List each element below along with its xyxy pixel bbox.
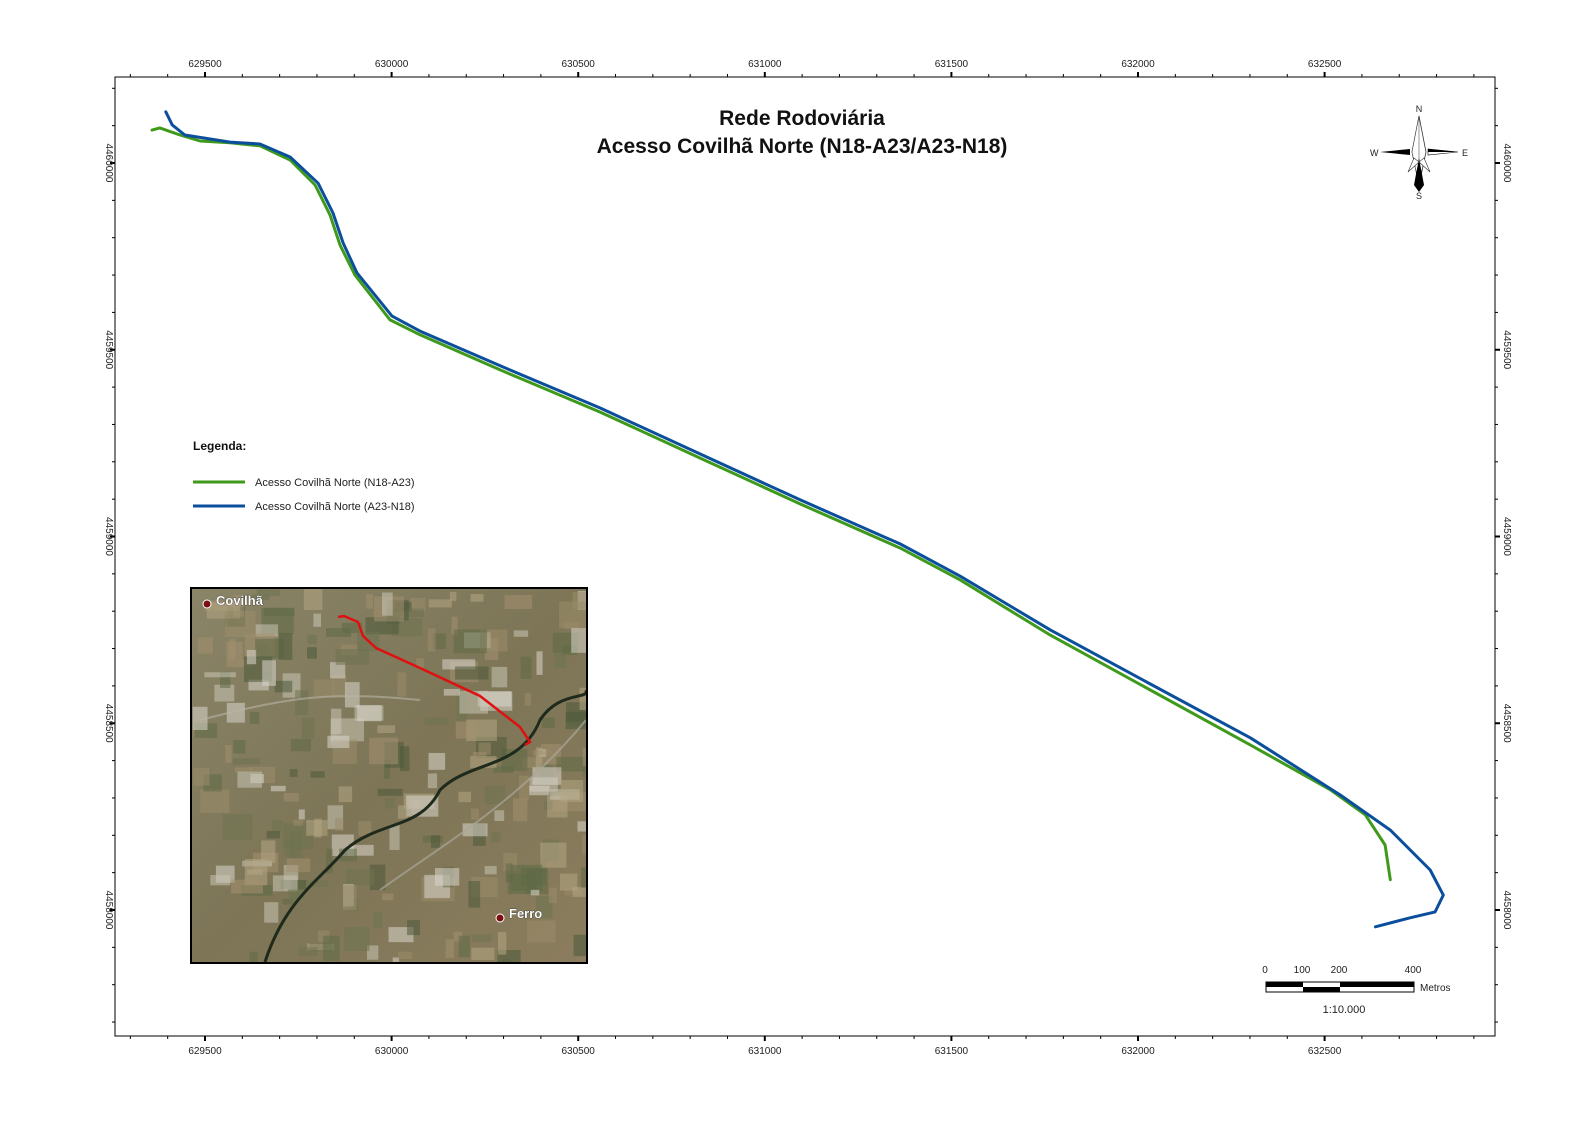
legend-label-a23-n18: Acesso Covilhã Norte (A23-N18) xyxy=(255,501,415,513)
y-tick-label: 4458000 xyxy=(103,891,114,930)
inset-place-covilha: Covilhã xyxy=(216,593,264,608)
north-arrow-icon: N S E W xyxy=(1370,104,1468,201)
x-tick-label: 629500 xyxy=(188,59,222,70)
map-subtitle: Acesso Covilhã Norte (N18-A23/A23-N18) xyxy=(597,135,1008,158)
scale-label-400: 400 xyxy=(1405,965,1422,976)
x-tick-label: 632500 xyxy=(1308,59,1342,70)
inset-satellite-map: Covilhã Ferro xyxy=(190,587,588,964)
x-tick-label: 631000 xyxy=(748,1046,782,1057)
compass-w: W xyxy=(1370,148,1379,158)
y-tick-label: 4459500 xyxy=(1501,330,1512,369)
inset-river xyxy=(263,690,586,962)
x-tick-label: 631000 xyxy=(748,59,782,70)
compass-e: E xyxy=(1462,148,1468,158)
y-tick-label: 4458500 xyxy=(103,704,114,743)
scale-ratio: 1:10.000 xyxy=(1323,1004,1366,1016)
y-tick-label: 4458500 xyxy=(1501,704,1512,743)
x-tick-label: 631500 xyxy=(935,59,969,70)
x-tick-label: 632000 xyxy=(1121,1046,1155,1057)
x-tick-label: 631500 xyxy=(935,1046,969,1057)
route-a23-n18 xyxy=(164,110,1445,929)
y-tick-label: 4459000 xyxy=(1501,517,1512,556)
y-tick-label: 4460000 xyxy=(1501,144,1512,183)
y-tick-label: 4458000 xyxy=(1501,891,1512,930)
y-tick-label: 4460000 xyxy=(103,144,114,183)
compass-n: N xyxy=(1416,104,1423,114)
x-tick-label: 630000 xyxy=(375,1046,409,1057)
scale-unit: Metros xyxy=(1420,983,1451,994)
inset-place-ferro: Ferro xyxy=(509,906,542,921)
x-tick-label: 630500 xyxy=(562,1046,596,1057)
axis-ticks: 629500 629500 630000 630000 630500 630500 6310… xyxy=(103,59,1512,1057)
inset-route xyxy=(337,614,532,747)
compass-s: S xyxy=(1416,191,1422,201)
y-tick-label: 4459000 xyxy=(103,517,114,556)
legend-title: Legenda: xyxy=(193,439,246,453)
scale-label-200: 200 xyxy=(1331,965,1348,976)
x-tick-label: 632000 xyxy=(1121,59,1155,70)
x-tick-label: 632500 xyxy=(1308,1046,1342,1057)
scale-label-100: 100 xyxy=(1294,965,1311,976)
routes-layer xyxy=(150,110,1445,929)
place-marker-icon xyxy=(202,599,212,609)
x-tick-label: 629500 xyxy=(188,1046,222,1057)
scale-label-0: 0 xyxy=(1262,965,1268,976)
legend-label-n18-a23: Acesso Covilhã Norte (N18-A23) xyxy=(255,477,415,489)
place-marker-icon xyxy=(495,913,505,923)
scale-bar: 0 100 200 400 Metros 1:10.000 xyxy=(1262,965,1450,1016)
legend: Legenda: Acesso Covilhã Norte (N18-A23) … xyxy=(193,439,415,513)
y-tick-label: 4459500 xyxy=(103,330,114,369)
x-tick-label: 630500 xyxy=(562,59,596,70)
map-title: Rede Rodoviária xyxy=(719,107,885,130)
x-tick-label: 630000 xyxy=(375,59,409,70)
